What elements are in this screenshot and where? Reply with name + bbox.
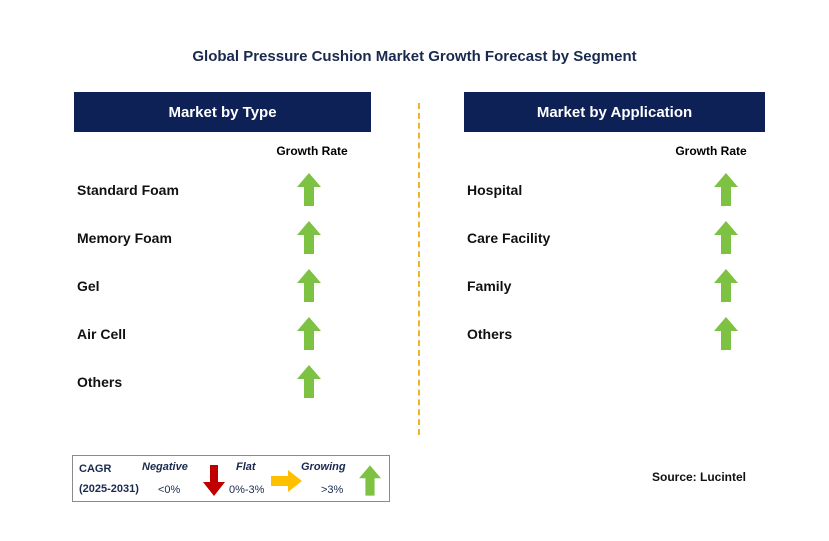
growth-arrow-up-icon [297, 269, 321, 302]
type-row-label-air-cell: Air Cell [77, 326, 127, 342]
application-row-label-family: Family [467, 278, 512, 294]
growth-arrow-up-icon [297, 365, 321, 398]
growth-arrow-up-icon [297, 317, 321, 350]
application-row-label-others: Others [467, 326, 513, 342]
negative-arrow-down-icon [203, 465, 225, 496]
legend-flat-label: Flat [236, 461, 256, 473]
legend-period: (2025-2031) [79, 483, 139, 495]
application-row-label-care-facility: Care Facility [467, 230, 551, 246]
legend-flat-value: 0%-3% [229, 484, 265, 496]
type-panel-header: Market by Type [74, 92, 371, 132]
application-row-label-hospital: Hospital [467, 182, 523, 198]
panel-divider [418, 103, 420, 435]
cagr-legend: CAGR (2025-2031) Negative <0% Flat 0%-3%… [72, 455, 390, 502]
type-growth-rate-label: Growth Rate [276, 144, 348, 158]
legend-growing-label: Growing [301, 461, 346, 473]
type-row-label-memory-foam: Memory Foam [77, 230, 172, 246]
application-panel-header: Market by Application [464, 92, 765, 132]
legend-negative-value: <0% [158, 484, 181, 496]
growth-arrow-up-icon [714, 221, 738, 254]
legend-growing-value: >3% [321, 484, 344, 496]
flat-arrow-right-icon [271, 470, 302, 492]
growth-arrow-up-icon [714, 269, 738, 302]
growth-arrow-up-icon [714, 317, 738, 350]
type-row-label-gel: Gel [77, 278, 100, 294]
legend-cagr-label: CAGR [79, 463, 112, 475]
type-row-label-others: Others [77, 374, 123, 390]
application-growth-rate-label: Growth Rate [675, 144, 747, 158]
page-title: Global Pressure Cushion Market Growth Fo… [192, 48, 637, 65]
growing-arrow-up-icon [359, 465, 381, 496]
legend-negative-label: Negative [142, 461, 188, 473]
type-row-label-standard-foam: Standard Foam [77, 182, 179, 198]
growth-arrow-up-icon [297, 221, 321, 254]
growth-arrow-up-icon [714, 173, 738, 206]
source-note: Source: Lucintel [652, 470, 747, 484]
growth-arrow-up-icon [297, 173, 321, 206]
